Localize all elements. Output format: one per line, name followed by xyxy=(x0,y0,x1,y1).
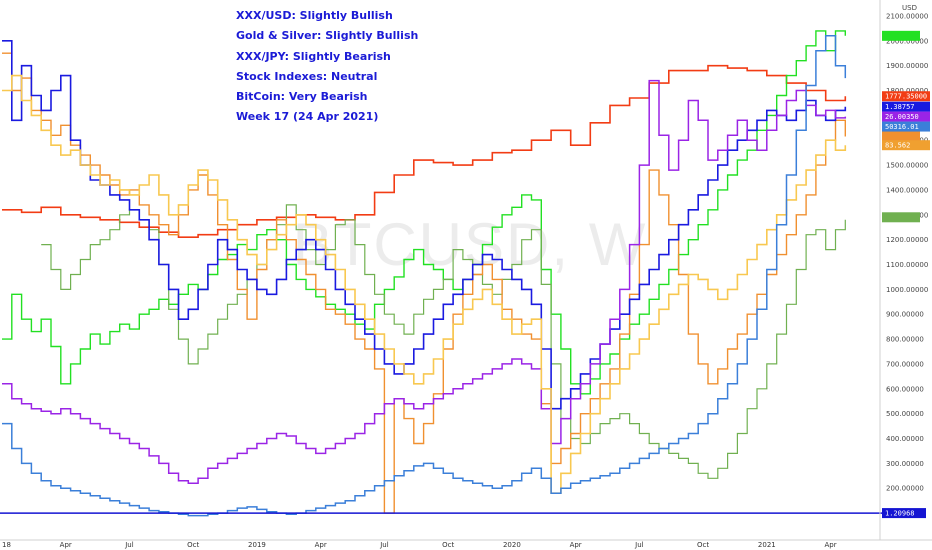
y-tick-label: 1000.00000 xyxy=(886,286,928,294)
x-tick-label: Oct xyxy=(187,541,199,549)
price-tag-label: 26.00350 xyxy=(885,113,919,121)
price-tag xyxy=(882,91,930,102)
annotation-week: Week 17 (24 Apr 2021) xyxy=(236,110,379,124)
price-tag xyxy=(882,30,920,41)
y-tick-label: 1400.00000 xyxy=(886,186,928,194)
annotation-stock-indexes: Stock Indexes: Neutral xyxy=(236,69,378,83)
y-tick-label: 1800.00000 xyxy=(886,87,928,95)
series-line-6 xyxy=(2,74,847,494)
x-tick-label: 2020 xyxy=(503,541,521,549)
y-tick-label: 800.00000 xyxy=(886,336,924,344)
x-tick-label: 2019 xyxy=(248,541,266,549)
x-tick-label: Oct xyxy=(697,541,709,549)
series-line-7 xyxy=(2,35,847,517)
y-tick-label: 600.00000 xyxy=(886,385,924,393)
price-tag-label: 1.20968 xyxy=(885,510,915,518)
price-axis: 2100.00000 2000.00000 1900.00000 1800.00000… xyxy=(886,12,928,517)
y-tick-label: 500.00000 xyxy=(886,410,924,418)
series-line-5 xyxy=(2,79,847,485)
y-tick-label: 1200.00000 xyxy=(886,236,928,244)
x-tick-label: Jul xyxy=(634,541,644,549)
price-tag xyxy=(882,101,930,112)
y-tick-label: 2000.00000 xyxy=(886,37,928,45)
annotation-xxxusd: XXX/USD: Slightly Bullish xyxy=(236,9,393,22)
series-line-0 xyxy=(2,64,847,238)
y-tick-label: 2100.00000 xyxy=(886,12,928,20)
price-tag xyxy=(882,131,920,142)
price-tag xyxy=(882,121,930,132)
x-tick-label: Apr xyxy=(570,541,582,549)
x-tick-label: Oct xyxy=(442,541,454,549)
series-line-3 xyxy=(2,52,846,514)
watermark: BTCUSD, W xyxy=(293,211,648,278)
price-tag xyxy=(882,212,920,223)
price-tag xyxy=(882,508,926,519)
annotation-bitcoin: BitCoin: Very Bearish xyxy=(236,90,368,104)
x-tick-label: Jul xyxy=(379,541,389,549)
series-layer xyxy=(2,30,847,517)
y-tick-label: 300.00000 xyxy=(886,460,924,468)
y-tick-label: 400.00000 xyxy=(886,435,924,443)
x-tick-label: 18 xyxy=(2,541,11,549)
annotation-xxxjpy: XXX/JPY: Slightly Bearish xyxy=(236,49,391,63)
price-tag-label: 1.38757 xyxy=(885,103,915,111)
series-line-1 xyxy=(2,30,846,395)
price-tag xyxy=(882,140,930,151)
currency-label: USD xyxy=(902,4,917,12)
price-tag-label: 1777.35000 xyxy=(885,93,927,101)
annotation-box: XXX/USD: Slightly Bullish Gold & Silver:… xyxy=(236,6,418,128)
price-tag xyxy=(882,111,930,122)
x-tick-label: Apr xyxy=(315,541,327,549)
price-tag-label: 83.562 xyxy=(885,142,910,150)
y-tick-label: 1100.00000 xyxy=(886,261,928,269)
y-tick-label: 700.00000 xyxy=(886,360,924,368)
price-tags: 1777.35000 1.38757 26.00350 50316.01 83.562 1… xyxy=(882,30,930,519)
annotation-gold-silver: Gold & Silver: Slightly Bullish xyxy=(236,29,419,43)
price-tag-label: 50316.01 xyxy=(885,123,919,131)
y-tick-label: 1500.00000 xyxy=(886,162,928,170)
y-tick-label: 1900.00000 xyxy=(886,62,928,70)
x-tick-label: Jul xyxy=(124,541,134,549)
x-tick-label: Apr xyxy=(60,541,72,549)
series-line-4 xyxy=(2,40,847,410)
x-tick-label: Apr xyxy=(825,541,837,549)
x-tick-label: 2021 xyxy=(758,541,776,549)
y-tick-label: 200.00000 xyxy=(886,485,924,493)
y-tick-label: 900.00000 xyxy=(886,311,924,319)
time-axis: 18 Apr Jul Oct 2019 Apr Jul Oct 2020 Apr Jul Oct 202… xyxy=(2,541,837,549)
